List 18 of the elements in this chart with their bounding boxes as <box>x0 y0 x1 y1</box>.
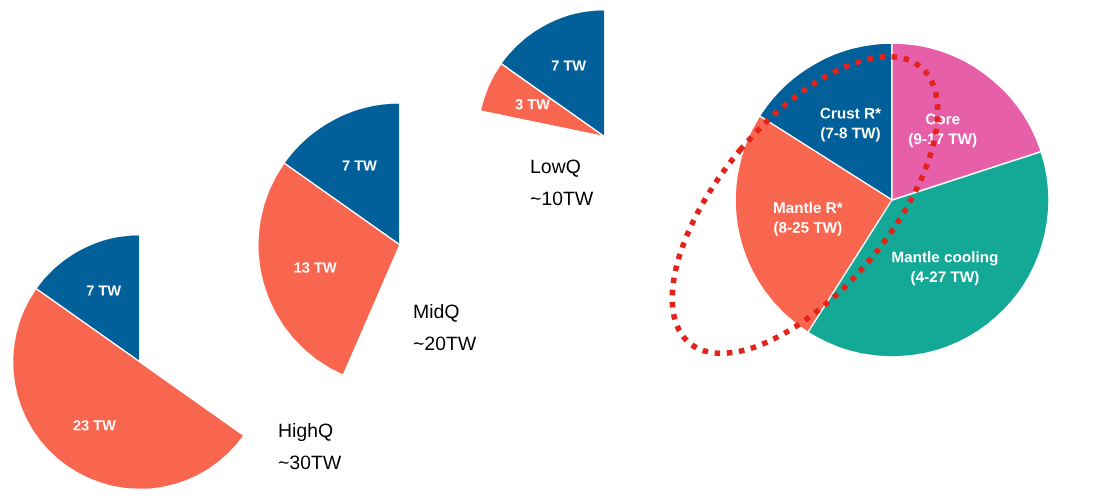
data-label: 7 TW <box>342 160 377 171</box>
text: ~30TW <box>278 455 342 470</box>
data-label: 23 TW <box>73 420 116 431</box>
data-label: (8-25 TW) <box>774 221 842 236</box>
slice-label: Crust R* <box>820 107 881 119</box>
text: ~10TW <box>530 191 594 206</box>
data-label: 7 TW <box>551 60 587 71</box>
data-label: 7 TW <box>86 285 122 296</box>
data-label: (7-8 TW) <box>821 127 880 142</box>
slice-label: Mantle R* <box>774 201 843 214</box>
text: HighQ <box>279 422 333 442</box>
data-label: (4-27 TW) <box>911 270 979 286</box>
data-label: 13 TW <box>294 262 337 273</box>
text: ~20TW <box>413 336 477 351</box>
text: LowQ <box>531 159 580 177</box>
text: MidQ <box>414 303 459 322</box>
slice-label: Mantle cooling <box>892 251 998 266</box>
data-label: 3 TW <box>515 99 550 110</box>
